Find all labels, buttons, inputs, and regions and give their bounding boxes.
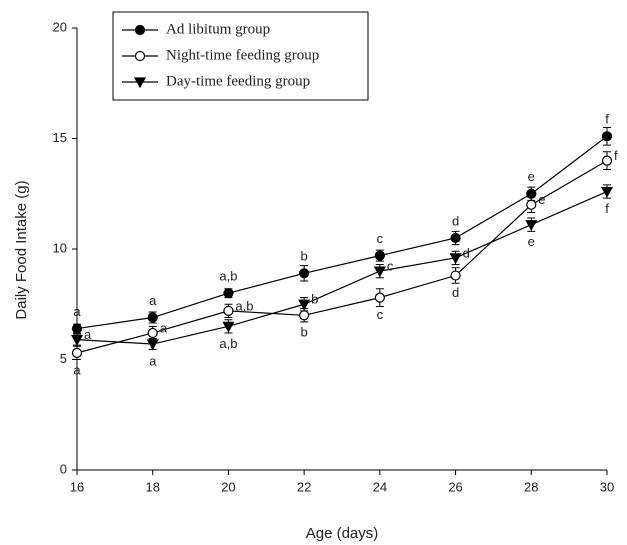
significance-letter: d xyxy=(452,285,459,300)
x-tick-label: 30 xyxy=(600,479,614,494)
data-point xyxy=(298,299,311,311)
data-point xyxy=(147,312,158,323)
significance-letter: e xyxy=(538,192,545,207)
data-point xyxy=(374,250,385,261)
data-point xyxy=(374,292,385,303)
data-point xyxy=(373,266,386,278)
significance-letter: d xyxy=(463,245,470,260)
data-point xyxy=(71,323,83,334)
legend-marker xyxy=(133,77,147,89)
data-point xyxy=(222,321,235,333)
data-point xyxy=(223,305,234,316)
data-point xyxy=(71,347,83,358)
data-point xyxy=(299,268,310,279)
data-point xyxy=(525,220,538,231)
significance-letter: c xyxy=(387,259,394,274)
significance-letter: a xyxy=(149,293,157,308)
significance-letter: e xyxy=(528,169,535,184)
significance-letter: b xyxy=(301,249,308,264)
data-point xyxy=(601,155,613,166)
significance-letter: b xyxy=(311,292,318,307)
data-point xyxy=(526,199,537,210)
significance-letter: f xyxy=(614,148,618,163)
x-tick-label: 16 xyxy=(70,479,84,494)
significance-letter: a xyxy=(160,320,168,335)
y-tick-label: 15 xyxy=(53,130,67,145)
significance-letter: a,b xyxy=(219,269,237,284)
legend-label: Night-time feeding group xyxy=(166,47,319,63)
y-tick-label: 0 xyxy=(60,461,67,476)
x-tick-label: 26 xyxy=(448,479,462,494)
significance-letter: f xyxy=(605,112,609,127)
data-point xyxy=(450,232,461,244)
significance-letter: b xyxy=(301,325,308,340)
data-point xyxy=(601,131,613,142)
x-tick-label: 20 xyxy=(221,479,235,494)
y-tick-label: 20 xyxy=(53,19,67,34)
y-tick-label: 5 xyxy=(60,351,67,366)
data-point xyxy=(449,253,462,265)
significance-letter: a,b xyxy=(235,298,253,313)
data-point xyxy=(147,327,158,339)
data-point xyxy=(70,335,84,346)
legend-label: Day-time feeding group xyxy=(166,73,310,89)
significance-letter: f xyxy=(605,201,609,216)
legend-label: Ad libitum group xyxy=(166,21,270,37)
x-tick-label: 22 xyxy=(297,479,311,494)
data-point xyxy=(600,186,614,198)
legend: Ad libitum group Night-time feeding group… xyxy=(112,11,369,101)
significance-letter: a xyxy=(73,304,81,319)
x-tick-label: 24 xyxy=(373,479,387,494)
data-point xyxy=(299,310,310,321)
series-line xyxy=(76,190,608,345)
significance-letter: e xyxy=(528,234,535,249)
significance-letter: a,b xyxy=(219,336,237,351)
legend-marker xyxy=(134,50,146,62)
x-axis-label: Age (days) xyxy=(306,525,379,542)
series-line xyxy=(76,135,608,330)
significance-letter: c xyxy=(377,307,384,322)
x-tick-label: 18 xyxy=(145,479,159,494)
y-axis-label: Daily Food Intake (g) xyxy=(13,180,30,319)
significance-letter: c xyxy=(377,231,384,246)
significance-letter: d xyxy=(452,213,459,228)
x-tick-label: 28 xyxy=(524,479,538,494)
significance-letter: a xyxy=(149,353,157,368)
legend-marker xyxy=(134,24,146,36)
y-tick-label: 10 xyxy=(53,240,67,255)
series-line xyxy=(76,160,608,354)
data-point xyxy=(450,270,461,281)
data-point xyxy=(146,339,159,351)
significance-letter: a xyxy=(73,362,81,377)
significance-letter: a xyxy=(84,327,92,342)
data-point xyxy=(223,288,234,299)
